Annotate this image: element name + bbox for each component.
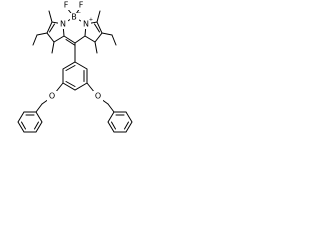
atom-label: O (95, 92, 101, 101)
atom-label: F (79, 1, 84, 10)
atom-label: N (83, 20, 89, 29)
atom-label: B (71, 13, 77, 22)
atom-label: N (60, 20, 66, 29)
atom-label: O (49, 92, 55, 101)
charge: − (77, 10, 81, 16)
bonds (17, 7, 133, 133)
atom-labels: F F B − N N + O O (47, 1, 103, 101)
charge: + (89, 17, 93, 23)
atom-label: F (64, 1, 69, 10)
molecule: F F B − N N + O O (17, 1, 133, 133)
